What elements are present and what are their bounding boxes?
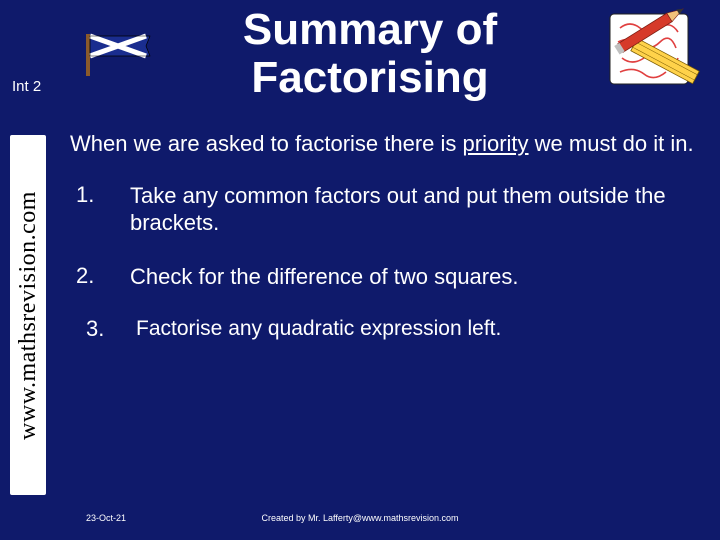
doodle-icon xyxy=(602,6,702,100)
intro-pre: When we are asked to factorise there is xyxy=(70,131,463,156)
intro-text: When we are asked to factorise there is … xyxy=(70,130,700,158)
footer-credit: Created by Mr. Lafferty@www.mathsrevisio… xyxy=(0,513,720,523)
list-item: 2. Check for the difference of two squar… xyxy=(70,263,700,291)
step-number: 3. xyxy=(70,316,130,342)
step-number: 1. xyxy=(70,182,130,208)
sidebar-url-text: www.mathsrevision.com xyxy=(15,191,42,440)
list-item: 3. Factorise any quadratic expression le… xyxy=(70,316,700,342)
slide-title: Summary of Factorising xyxy=(180,6,560,103)
level-badge: Int 2 xyxy=(12,78,41,95)
steps-list: 1. Take any common factors out and put t… xyxy=(70,182,700,343)
slide-content: When we are asked to factorise there is … xyxy=(70,130,700,368)
step-text: Factorise any quadratic expression left. xyxy=(130,316,501,342)
intro-underlined: priority xyxy=(463,131,529,156)
step-number: 2. xyxy=(70,263,130,289)
intro-post: we must do it in. xyxy=(529,131,694,156)
list-item: 1. Take any common factors out and put t… xyxy=(70,182,700,237)
step-text: Check for the difference of two squares. xyxy=(130,263,518,291)
slide-header: Int 2 Summary of Factorising xyxy=(0,0,720,120)
flag-icon xyxy=(84,32,154,76)
slide: Int 2 Summary of Factorising xyxy=(0,0,720,540)
sidebar-url: www.mathsrevision.com xyxy=(10,135,46,495)
step-text: Take any common factors out and put them… xyxy=(130,182,700,237)
